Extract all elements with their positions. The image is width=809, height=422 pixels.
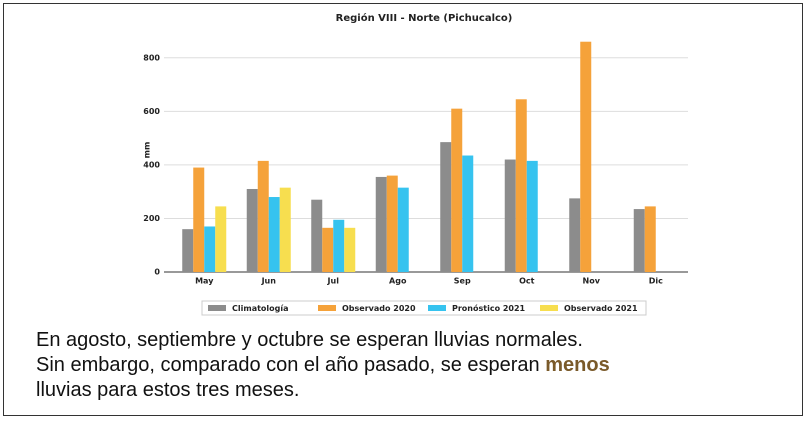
bar — [397, 187, 409, 272]
text: Sin embargo, comparado con el año pasado… — [36, 354, 540, 376]
chart-title: Región VIII - Norte (Pichucalco) — [336, 12, 513, 24]
x-tick-label: Jun — [261, 277, 277, 286]
frame — [3, 3, 803, 416]
x-tick-label: May — [195, 277, 214, 286]
bar — [504, 159, 516, 272]
bar — [375, 176, 387, 272]
legend-box — [201, 300, 647, 316]
text-line: En agosto, septiembre y octubre se esper… — [36, 329, 583, 351]
legend-swatch — [540, 305, 558, 311]
legend-swatch — [318, 305, 336, 311]
bar — [451, 108, 463, 273]
text-line: Sin embargo, comparado con el año pasado… — [36, 353, 610, 378]
legend-swatch — [428, 305, 446, 311]
legend-swatch — [208, 305, 226, 311]
bar — [633, 209, 645, 272]
bar — [204, 226, 216, 272]
bar — [246, 188, 258, 272]
bar — [193, 167, 205, 272]
x-tick-label: Dic — [649, 277, 663, 286]
bar — [268, 197, 280, 272]
x-tick-label: Sep — [454, 277, 471, 286]
y-tick-label: 600 — [143, 107, 160, 116]
bar — [215, 206, 227, 272]
bar — [322, 227, 334, 272]
y-tick-label: 800 — [143, 53, 160, 62]
bar — [515, 99, 527, 273]
bar — [580, 41, 592, 272]
bar — [257, 160, 269, 272]
y-axis-label: mm — [143, 142, 152, 159]
bar — [344, 227, 356, 272]
chart: Región VIII - Norte (Pichucalco) mm 0 200… — [143, 12, 688, 316]
legend-label: Pronóstico 2021 — [452, 303, 526, 313]
bar — [526, 160, 538, 272]
bar — [569, 198, 581, 272]
bar — [182, 229, 194, 272]
bar — [333, 219, 345, 272]
bar — [279, 187, 291, 272]
x-tick-label: Oct — [519, 277, 535, 286]
legend-label: Climatología — [232, 304, 289, 313]
bar — [644, 206, 656, 272]
x-tick-label: Ago — [389, 277, 407, 286]
description: En agosto, septiembre y octubre se esper… — [36, 328, 610, 403]
legend-label: Observado 2021 — [564, 304, 638, 313]
bar — [440, 142, 452, 272]
legend-label: Observado 2020 — [342, 304, 416, 313]
bar — [311, 199, 323, 272]
emphasis: menos — [545, 354, 610, 376]
bar — [462, 155, 474, 272]
bar — [386, 175, 398, 272]
y-tick-label: 200 — [143, 214, 160, 223]
y-tick-label: 0 — [154, 268, 160, 277]
text-line: lluvias para estos tres meses. — [36, 379, 300, 401]
y-tick-label: 400 — [143, 160, 160, 169]
x-tick-label: Jul — [327, 277, 340, 286]
x-tick-label: Nov — [583, 277, 601, 286]
